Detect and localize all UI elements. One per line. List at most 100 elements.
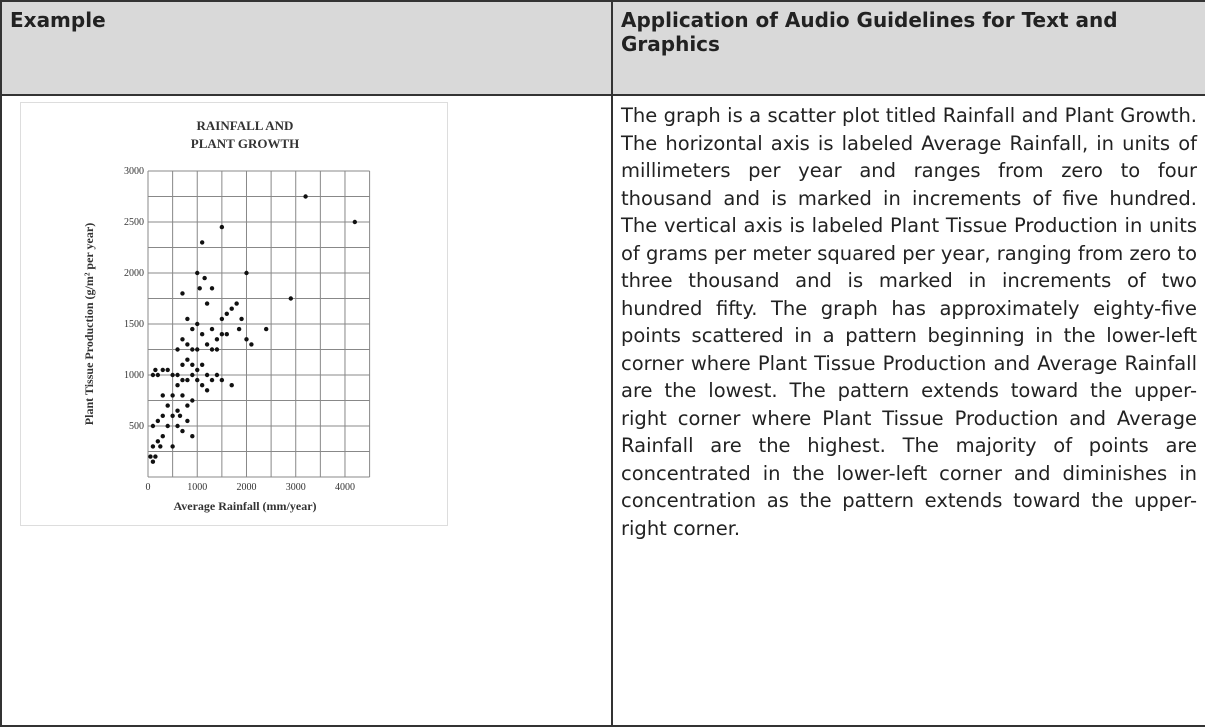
point	[195, 377, 200, 383]
point	[204, 301, 210, 306]
point	[190, 362, 195, 367]
point	[224, 332, 229, 337]
point	[190, 347, 195, 352]
point	[214, 337, 220, 342]
point	[185, 403, 190, 408]
point	[224, 311, 229, 316]
point	[236, 326, 242, 332]
image-cell: RAINFALL AND PLANT GROWTH Plant Tissue P…	[0, 94, 613, 727]
x-tick-label: 0	[146, 482, 151, 493]
point	[175, 347, 180, 352]
point	[202, 275, 207, 281]
point	[170, 372, 175, 378]
point	[214, 347, 220, 352]
point	[219, 224, 225, 230]
y-tick-label: 3000	[124, 166, 144, 177]
point	[175, 423, 180, 429]
chart-title: PLANT GROWTH	[191, 136, 299, 151]
point	[199, 362, 205, 367]
point	[165, 367, 170, 373]
point	[199, 332, 205, 337]
point	[150, 423, 156, 429]
point	[239, 316, 244, 322]
point	[190, 398, 195, 403]
point	[195, 347, 200, 352]
point	[195, 270, 200, 276]
point	[249, 342, 254, 347]
point	[180, 428, 185, 434]
point	[155, 372, 161, 378]
point	[170, 393, 175, 398]
point	[209, 347, 215, 352]
point	[190, 434, 195, 439]
point	[153, 367, 158, 373]
point	[175, 408, 180, 413]
y-tick-label: 500	[129, 421, 144, 432]
point	[160, 434, 165, 439]
y-tick-label: 1000	[124, 370, 144, 381]
point	[263, 326, 269, 332]
point	[150, 444, 156, 449]
point	[204, 372, 210, 378]
point	[229, 306, 234, 311]
point	[175, 372, 180, 378]
point	[204, 388, 210, 393]
header-cell: Example	[0, 0, 613, 96]
point	[155, 439, 161, 444]
point	[185, 418, 190, 424]
point	[190, 372, 195, 378]
y-tick-label: 1500	[124, 319, 144, 330]
point	[209, 286, 215, 291]
point	[204, 342, 210, 347]
chart-title: RAINFALL AND	[197, 118, 294, 133]
point	[219, 332, 225, 337]
point	[352, 219, 358, 225]
point	[209, 377, 215, 383]
y-tick-label: 2500	[124, 217, 144, 228]
point	[195, 367, 200, 373]
point	[158, 444, 163, 449]
point	[244, 270, 249, 276]
point	[185, 357, 190, 362]
point	[180, 291, 185, 296]
x-tick-label: 2000	[236, 482, 256, 493]
point	[199, 383, 205, 388]
description-cell: The graph is a scatter plot titled Rainf…	[611, 94, 1205, 727]
point	[160, 367, 165, 373]
point	[177, 413, 183, 418]
y-tick-label: 2000	[124, 268, 144, 279]
point	[160, 413, 165, 418]
x-axis-label: Average Rainfall (mm/year)	[173, 499, 316, 513]
point	[219, 316, 225, 322]
row: RAINFALL AND PLANT GROWTH Plant Tissue P…	[0, 94, 1205, 727]
header-cell: Application of Audio Guidelines for Text…	[611, 0, 1205, 96]
point	[165, 423, 170, 429]
point	[185, 377, 190, 383]
point	[153, 454, 158, 459]
point	[180, 377, 185, 383]
point	[155, 418, 161, 424]
header-row: Example Application of Audio Guidelines …	[0, 0, 1205, 96]
point	[180, 362, 185, 367]
point	[180, 337, 185, 342]
point	[197, 286, 202, 291]
point	[185, 342, 190, 347]
point	[165, 403, 170, 408]
point	[303, 194, 308, 199]
point	[244, 337, 249, 342]
chart: RAINFALL AND PLANT GROWTH Plant Tissue P…	[20, 102, 448, 526]
image-frame	[20, 102, 448, 526]
point	[150, 459, 156, 464]
point	[175, 383, 180, 388]
point	[229, 383, 234, 388]
point	[199, 240, 205, 245]
x-tick-label: 4000	[335, 482, 355, 493]
point	[234, 301, 239, 306]
point	[180, 393, 185, 398]
point	[170, 444, 175, 449]
point	[160, 393, 165, 398]
point	[209, 326, 215, 332]
x-tick-label: 3000	[286, 482, 306, 493]
